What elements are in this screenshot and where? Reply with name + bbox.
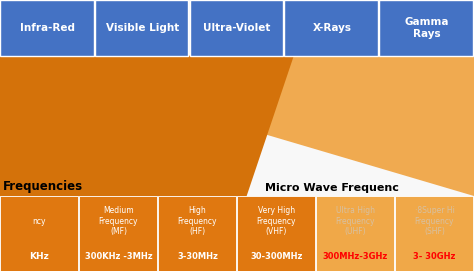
Text: Frequencies: Frequencies	[3, 180, 83, 193]
Bar	[316, 196, 394, 271]
Text: Very High
Frequency
(VHF): Very High Frequency (VHF)	[257, 206, 296, 236]
Text: ·8Super Hi
Frequency
(SHF): ·8Super Hi Frequency (SHF)	[415, 206, 455, 236]
Bar	[379, 0, 473, 56]
Polygon shape	[0, 56, 294, 196]
Polygon shape	[0, 56, 474, 196]
Bar	[190, 0, 283, 56]
Text: Medium
Frequency
(MF): Medium Frequency (MF)	[99, 206, 138, 236]
Bar	[0, 56, 474, 196]
Text: 30-300MHz: 30-300MHz	[250, 252, 303, 261]
Bar	[0, 0, 93, 56]
Text: X-Rays: X-Rays	[312, 23, 351, 33]
Text: Ultra-Violet: Ultra-Violet	[203, 23, 271, 33]
Bar	[0, 196, 78, 271]
Text: Gamma
Rays: Gamma Rays	[404, 17, 449, 38]
Text: KHz: KHz	[29, 251, 49, 261]
Text: High
Frequency
(HF): High Frequency (HF)	[178, 206, 217, 236]
Text: ncy: ncy	[33, 217, 46, 226]
Bar	[95, 0, 188, 56]
Bar	[79, 196, 157, 271]
Text: 3- 30GHz: 3- 30GHz	[413, 252, 456, 261]
Text: 300KHz -3MHz: 300KHz -3MHz	[85, 252, 152, 261]
Text: Infra-Red: Infra-Red	[20, 23, 75, 33]
Text: 3-30MHz: 3-30MHz	[177, 252, 218, 261]
Text: Ultra High
Frequency
(UHF): Ultra High Frequency (UHF)	[336, 206, 375, 236]
Bar	[237, 196, 315, 271]
Text: Micro Wave Frequenc: Micro Wave Frequenc	[265, 183, 399, 193]
Text: 300MHz-3GHz: 300MHz-3GHz	[323, 252, 388, 261]
Bar	[284, 0, 378, 56]
Text: Visible Light: Visible Light	[106, 23, 179, 33]
Bar	[395, 196, 473, 271]
Bar	[158, 196, 236, 271]
